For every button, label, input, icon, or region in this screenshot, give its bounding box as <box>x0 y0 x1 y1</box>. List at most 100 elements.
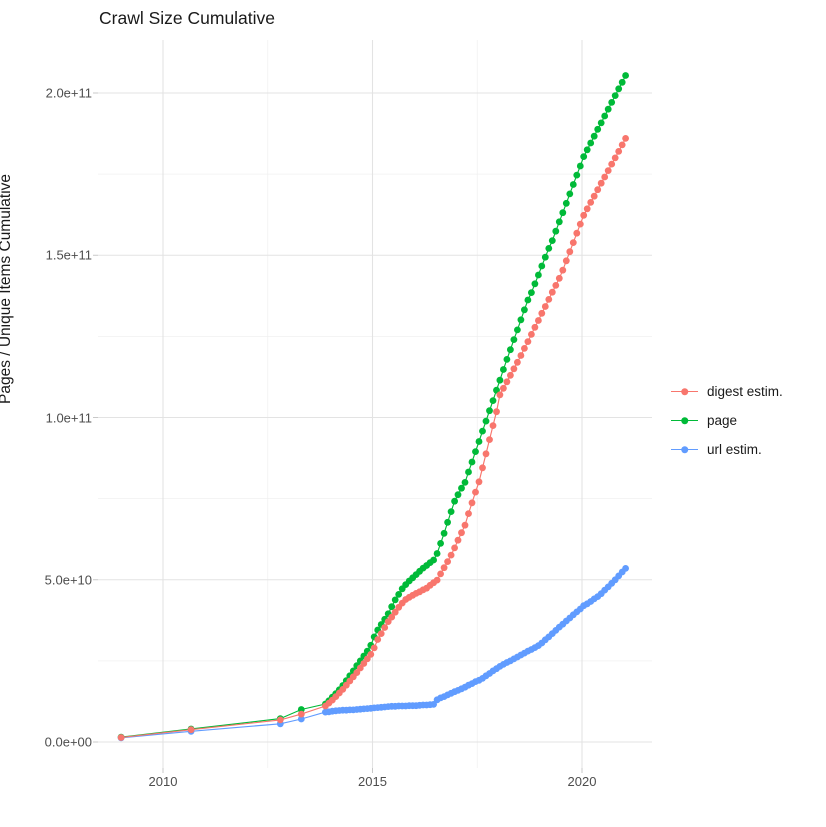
data-point <box>514 358 521 366</box>
data-point <box>510 365 518 373</box>
data-point <box>430 556 437 564</box>
data-point <box>576 162 584 170</box>
data-point <box>583 146 591 154</box>
data-point <box>580 211 588 219</box>
data-point <box>440 564 448 572</box>
data-point <box>590 192 598 200</box>
data-point <box>489 422 497 429</box>
data-point <box>367 651 375 658</box>
data-point <box>535 317 542 324</box>
data-point <box>538 262 546 270</box>
data-point <box>573 229 581 237</box>
data-point <box>618 78 626 86</box>
data-point <box>475 478 483 486</box>
data-point <box>615 148 623 155</box>
data-point <box>538 309 546 317</box>
legend-item-page: page <box>671 406 783 435</box>
data-point <box>496 376 504 384</box>
data-point <box>604 167 612 175</box>
data-point <box>458 484 465 492</box>
data-point <box>475 438 483 445</box>
data-point <box>541 253 549 261</box>
data-point <box>465 468 472 476</box>
data-point <box>524 338 532 345</box>
data-point <box>391 596 399 604</box>
data-point <box>297 710 305 718</box>
data-point <box>377 630 385 637</box>
data-point <box>454 491 462 499</box>
data-point <box>555 274 563 282</box>
data-point <box>500 366 507 373</box>
data-point <box>472 448 479 455</box>
data-point <box>566 248 574 256</box>
data-point <box>500 384 507 392</box>
data-point <box>507 371 514 379</box>
legend-label-digest: digest estim. <box>707 384 783 399</box>
data-point <box>479 464 486 472</box>
series-page <box>117 72 629 741</box>
series-digest-estim- <box>117 135 629 741</box>
data-point <box>447 508 455 515</box>
data-point <box>528 331 535 338</box>
data-point <box>437 540 444 547</box>
data-point <box>618 141 626 149</box>
chart-title: Crawl Size Cumulative <box>99 8 276 28</box>
data-point <box>587 139 595 147</box>
data-point <box>468 499 476 507</box>
y-tick-label: 1.5e+11 <box>45 247 92 263</box>
data-point <box>444 558 451 565</box>
data-point <box>489 397 497 404</box>
data-point <box>590 132 598 140</box>
y-tick-label: 2.0e+11 <box>45 85 92 101</box>
x-tick-label: 2020 <box>567 774 597 789</box>
x-tick-label: 2010 <box>148 774 178 789</box>
data-point <box>569 181 577 188</box>
data-point <box>615 85 623 93</box>
data-point <box>597 179 605 187</box>
data-point <box>454 536 462 544</box>
data-point <box>461 479 469 486</box>
data-point <box>611 92 619 99</box>
data-point <box>611 154 619 162</box>
data-point <box>517 352 525 359</box>
data-point <box>507 346 514 354</box>
data-point <box>528 289 535 296</box>
digest-legend-key-icon <box>671 385 698 399</box>
data-point <box>548 288 556 296</box>
legend: digest estim. page url estim. <box>671 377 783 464</box>
data-point <box>479 427 486 435</box>
data-point <box>374 636 382 643</box>
data-point <box>622 135 629 142</box>
data-point <box>548 237 556 245</box>
data-point <box>583 205 591 213</box>
data-point <box>187 726 195 734</box>
data-point <box>545 245 553 252</box>
data-point <box>503 356 511 363</box>
data-point <box>430 701 437 708</box>
data-point <box>447 551 455 559</box>
legend-item-url: url estim. <box>671 435 783 464</box>
data-point <box>562 199 570 207</box>
data-point <box>388 603 396 611</box>
data-point <box>514 326 521 334</box>
data-point <box>486 407 493 415</box>
page-legend-key-icon <box>671 414 698 428</box>
data-point <box>461 521 469 529</box>
data-point <box>117 734 125 741</box>
data-point <box>559 209 567 217</box>
data-point <box>604 105 612 113</box>
x-tick-label: 2015 <box>358 774 387 789</box>
data-point <box>276 716 284 724</box>
data-point <box>552 227 560 235</box>
data-point <box>545 296 553 303</box>
data-point <box>535 271 542 279</box>
data-point <box>468 458 476 466</box>
data-point <box>597 119 605 127</box>
data-point <box>391 608 399 616</box>
data-point <box>573 171 581 179</box>
y-tick-label: 1.0e+11 <box>45 410 92 425</box>
data-point <box>541 303 549 310</box>
data-point <box>472 488 479 496</box>
legend-item-digest: digest estim. <box>671 377 783 406</box>
